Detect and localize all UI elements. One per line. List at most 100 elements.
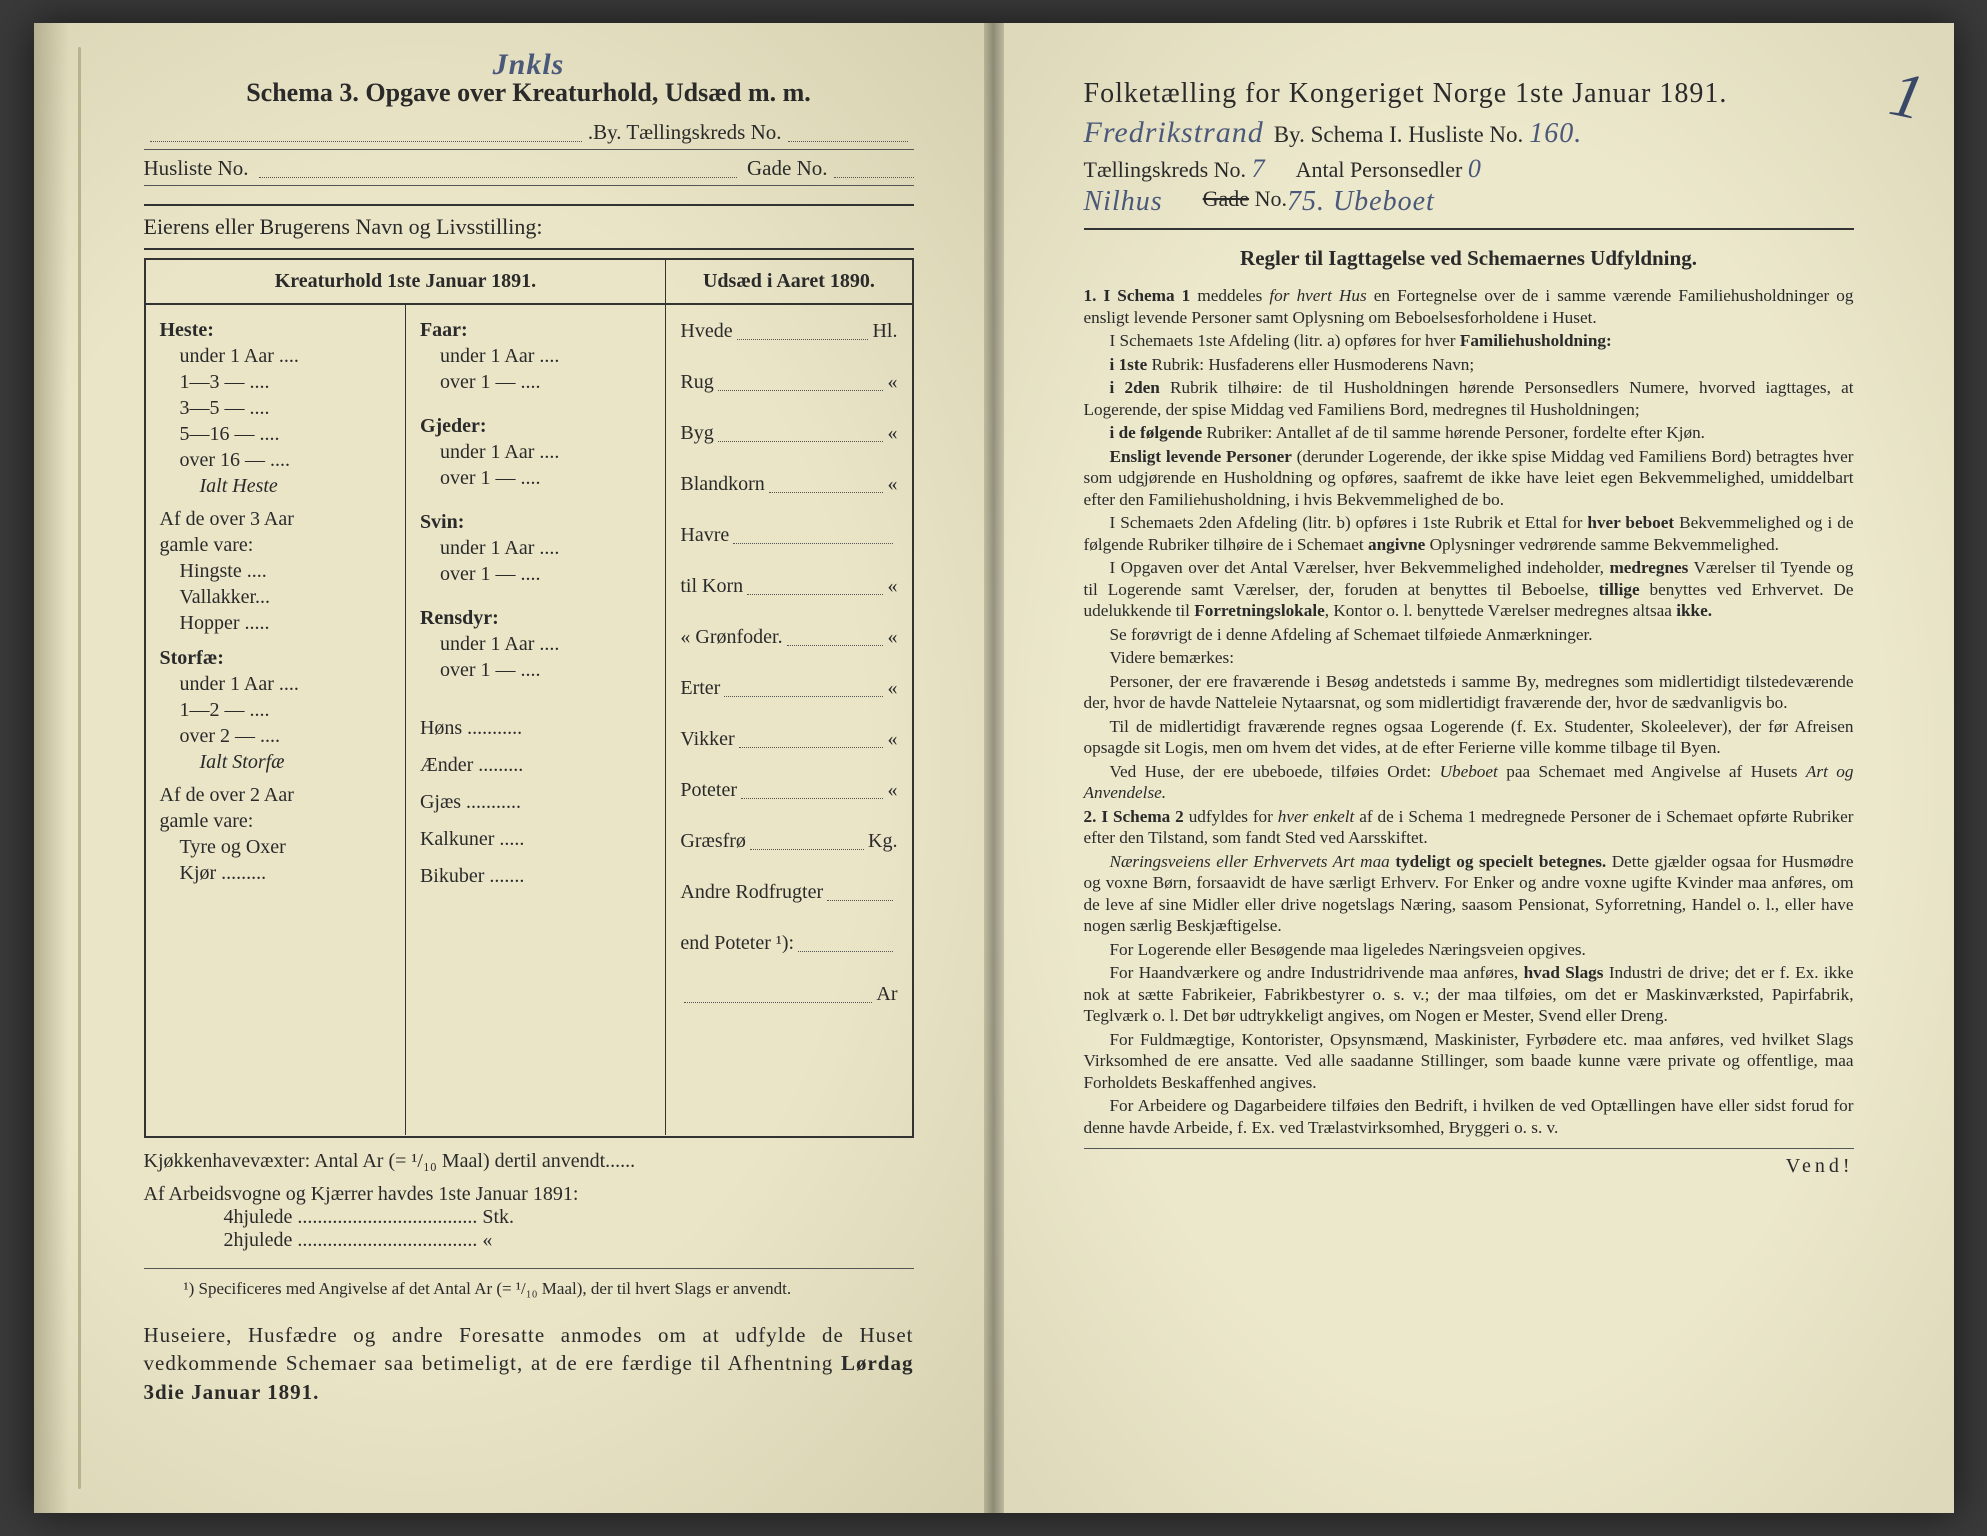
udsaed-unit: Hl. (872, 320, 897, 343)
rule-paragraph: Næringsveiens eller Erhvervets Art maa t… (1084, 851, 1854, 937)
rule-paragraph: i de følgende Rubriker: Antallet af de t… (1084, 422, 1854, 444)
storfae-row: 1—2 — .... (160, 699, 391, 722)
rule-paragraph: 1. I Schema 1 meddeles for hvert Hus en … (1084, 285, 1854, 328)
heste-row: 5—16 — .... (160, 423, 391, 446)
rule-paragraph: I Schemaets 2den Afdeling (litr. b) opfø… (1084, 512, 1854, 555)
heste-row: over 16 — .... (160, 449, 391, 472)
book-spread: Jnkls Schema 3. Opgave over Kreaturhold,… (34, 23, 1954, 1513)
udsaed-name: Rug (680, 371, 713, 394)
husliste-line: Husliste No. Gade No. (144, 156, 914, 186)
rule-paragraph: For Fuldmægtige, Kontorister, Opsynsmænd… (1084, 1029, 1854, 1094)
vend-footer: Vend! (1084, 1148, 1854, 1178)
kreatur-head: Kreaturhold 1ste Januar 1891. (146, 260, 667, 303)
poultry-row: Gjæs ........... (420, 791, 651, 814)
kreatur-table: Kreaturhold 1ste Januar 1891. Udsæd i Aa… (144, 258, 914, 1138)
storfae-head: Storfæ: (160, 647, 391, 670)
udsaed-name: Andre Rodfrugter (680, 881, 823, 904)
gade-line: Nilhus Gade No. 75. Ubeboet (1084, 186, 1854, 218)
over2-line: Af de over 2 Aar (160, 784, 391, 807)
over3-row: Vallakker... (160, 586, 391, 609)
udsaed-name: « Grønfoder. (680, 626, 782, 649)
margin-1-mark: 1 (1883, 56, 1931, 135)
table-body: Heste:under 1 Aar ....1—3 — ....3—5 — ..… (146, 305, 912, 1135)
col-2: Faar:under 1 Aar ....over 1 — ....Gjeder… (406, 305, 666, 1135)
kjokken-line: Kjøkkenhavevæxter: Antal Ar (= ¹/₁₀ Maal… (144, 1150, 914, 1173)
arbeid-row-1: 4hjulede ...............................… (224, 1206, 914, 1229)
over2-row: Kjør ......... (160, 862, 391, 885)
storfae-row: under 1 Aar .... (160, 673, 391, 696)
sec-row: under 1 Aar .... (420, 537, 651, 560)
handwritten-top: Jnkls (493, 48, 565, 82)
udsaed-unit: « (887, 371, 897, 394)
request-paragraph: Huseiere, Husfædre og andre Foresatte an… (144, 1321, 914, 1406)
udsaed-name: Poteter (680, 779, 737, 802)
udsaed-row: Poteter « (680, 779, 897, 802)
udsaed-name: end Poteter ¹): (680, 932, 794, 955)
census-title: Folketælling for Kongeriget Norge 1ste J… (1084, 78, 1854, 110)
col-3: HvedeHl.Rug«Byg«Blandkorn«Havre til Korn… (666, 305, 911, 1135)
ialt-storfae: Ialt Storfæ (160, 751, 391, 774)
by-line: .By. Tællingskreds No. (144, 120, 914, 150)
udsaed-row: GræsfrøKg. (680, 830, 897, 853)
gamle2-line: gamle vare: (160, 810, 391, 833)
udsaed-row: Erter« (680, 677, 897, 700)
col-1: Heste:under 1 Aar ....1—3 — ....3—5 — ..… (146, 305, 406, 1135)
rules-heading: Regler til Iagttagelse ved Schemaernes U… (1084, 246, 1854, 271)
table-header-row: Kreaturhold 1ste Januar 1891. Udsæd i Aa… (146, 260, 912, 305)
udsaed-row: Havre (680, 524, 897, 547)
udsaed-row: til Korn« (680, 575, 897, 598)
udsaed-name: Erter (680, 677, 720, 700)
rule-paragraph: i 2den Rubrik tilhøire: de til Husholdni… (1084, 377, 1854, 420)
footnote: ¹) Specificeres med Angivelse af det Ant… (144, 1268, 914, 1299)
udsaed-name: Græsfrø (680, 830, 746, 853)
over3-row: Hingste .... (160, 560, 391, 583)
eier-heading: Eierens eller Brugerens Navn og Livsstil… (144, 204, 914, 250)
kreds-antal-line: Tællingskreds No. 7 Antal Personsedler 0 (1084, 154, 1854, 184)
sec-head: Svin: (420, 511, 651, 534)
udsaed-name: Byg (680, 422, 713, 445)
sec-row: under 1 Aar .... (420, 441, 651, 464)
over3-line: Af de over 3 Aar (160, 508, 391, 531)
rule-paragraph: i 1ste Rubrik: Husfaderens eller Husmode… (1084, 354, 1854, 376)
heste-row: under 1 Aar .... (160, 345, 391, 368)
udsaed-unit: Ar (876, 983, 897, 1006)
book-spine (984, 23, 1004, 1513)
udsaed-unit: « (887, 473, 897, 496)
udsaed-row: Blandkorn« (680, 473, 897, 496)
rule-paragraph: Ensligt levende Personer (derunder Loger… (1084, 446, 1854, 511)
schema3-title: Jnkls Schema 3. Opgave over Kreaturhold,… (144, 78, 914, 108)
hw-husliste-no: 160. (1529, 118, 1582, 150)
udsaed-unit: « (887, 779, 897, 802)
sec-row: under 1 Aar .... (420, 345, 651, 368)
udsaed-unit: « (887, 626, 897, 649)
udsaed-name: Vikker (680, 728, 734, 751)
rule-paragraph: Videre bemærkes: (1084, 647, 1854, 669)
hw-gade-1: Nilhus (1084, 186, 1163, 218)
sec-row: under 1 Aar .... (420, 633, 651, 656)
hw-gade-2: 75. Ubeboet (1287, 186, 1435, 218)
rule-paragraph: 2. I Schema 2 udfyldes for hver enkelt a… (1084, 806, 1854, 849)
rule-paragraph: For Arbeidere og Dagarbeidere tilføies d… (1084, 1095, 1854, 1138)
rule-paragraph: I Schemaets 1ste Afdeling (litr. a) opfø… (1084, 330, 1854, 352)
arbeid-row-2: 2hjulede ...............................… (224, 1229, 914, 1252)
left-page: Jnkls Schema 3. Opgave over Kreaturhold,… (34, 23, 994, 1513)
right-page: 1 Folketælling for Kongeriget Norge 1ste… (994, 23, 1954, 1513)
rule-paragraph: Ved Huse, der ere ubeboede, tilføies Ord… (1084, 761, 1854, 804)
udsaed-row: Byg« (680, 422, 897, 445)
arbeidsvogne-head: Af Arbeidsvogne og Kjærrer havdes 1ste J… (144, 1183, 914, 1206)
udsaed-name: til Korn (680, 575, 743, 598)
poultry-row: Høns ........... (420, 717, 651, 740)
udsaed-head: Udsæd i Aaret 1890. (666, 260, 911, 303)
rule-paragraph: I Opgaven over det Antal Værelser, hver … (1084, 557, 1854, 622)
udsaed-row: Rug « (680, 371, 897, 394)
sec-head: Rensdyr: (420, 607, 651, 630)
heste-row: 3—5 — .... (160, 397, 391, 420)
over3-row: Hopper ..... (160, 612, 391, 635)
udsaed-name: Havre (680, 524, 729, 547)
hw-town: Fredrikstrand (1084, 116, 1264, 150)
heste-row: 1—3 — .... (160, 371, 391, 394)
rule-paragraph: For Logerende eller Besøgende maa ligele… (1084, 939, 1854, 961)
divider (1084, 228, 1854, 230)
sec-head: Gjeder: (420, 415, 651, 438)
sec-row: over 1 — .... (420, 467, 651, 490)
